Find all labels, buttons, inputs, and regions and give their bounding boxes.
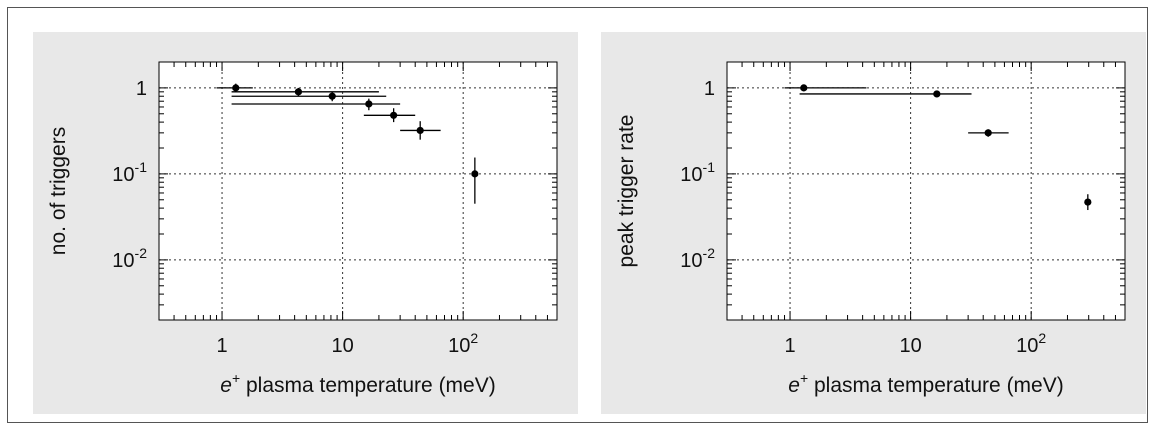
y-tick-label-2: 10-2 (680, 245, 715, 272)
plot-frame (726, 61, 1126, 321)
marker (294, 88, 303, 96)
data-point-5 (400, 121, 441, 140)
data-point-4 (363, 108, 416, 123)
x-tick-label-1: 10 (899, 335, 921, 357)
y-tick-label-1: 10-1 (112, 159, 147, 186)
chart-triggers: 1 10 102 1 10-1 10-2 e+ plasma temperature (me… (47, 61, 558, 397)
chart-panel-peak-rate: 1 10 102 1 10-1 10-2 e+ plasma temperature (me… (601, 32, 1146, 414)
data-point-1 (799, 90, 972, 98)
y-tick-label-1: 10-1 (680, 159, 715, 186)
plot-area (727, 62, 1125, 320)
data-point-0 (784, 84, 867, 92)
marker (800, 84, 808, 92)
data-point-2 (968, 129, 1009, 137)
plot-area (159, 62, 557, 320)
y-axis-title: peak trigger rate (615, 115, 638, 268)
x-axis-title: e+ plasma temperature (meV) (788, 370, 1063, 397)
x-tick-label-0: 1 (784, 335, 795, 357)
data-point-2 (231, 91, 387, 102)
chart-panel-triggers: 1 10 102 1 10-1 10-2 e+ plasma temperature (me… (33, 32, 578, 414)
y-axis-title: no. of triggers (47, 127, 70, 255)
marker (416, 126, 424, 135)
data-point-3 (231, 98, 401, 111)
marker (1084, 198, 1092, 206)
figure-frame: 1 10 102 1 10-1 10-2 e+ plasma temperature (me… (7, 7, 1148, 423)
marker (328, 92, 336, 100)
x-tick-label-2: 102 (448, 330, 478, 357)
data-point-3 (1084, 194, 1092, 211)
data-point-6 (471, 157, 479, 204)
y-tick-label-0: 1 (704, 78, 715, 100)
marker (984, 129, 992, 137)
plot-frame (158, 61, 558, 321)
marker (471, 170, 479, 178)
x-axis-title: e+ plasma temperature (meV) (220, 370, 495, 397)
y-tick-label-0: 1 (136, 78, 147, 100)
marker (365, 100, 373, 108)
x-tick-label-0: 1 (216, 335, 227, 357)
marker (933, 90, 941, 98)
x-tick-label-2: 102 (1016, 330, 1046, 357)
marker (232, 84, 240, 92)
y-tick-label-2: 10-2 (112, 245, 147, 272)
marker (390, 111, 398, 119)
data-point-1 (231, 87, 379, 97)
x-tick-label-1: 10 (331, 335, 353, 357)
data-point-0 (216, 83, 253, 92)
chart-peak-rate: 1 10 102 1 10-1 10-2 e+ plasma temperature (me… (615, 61, 1126, 397)
